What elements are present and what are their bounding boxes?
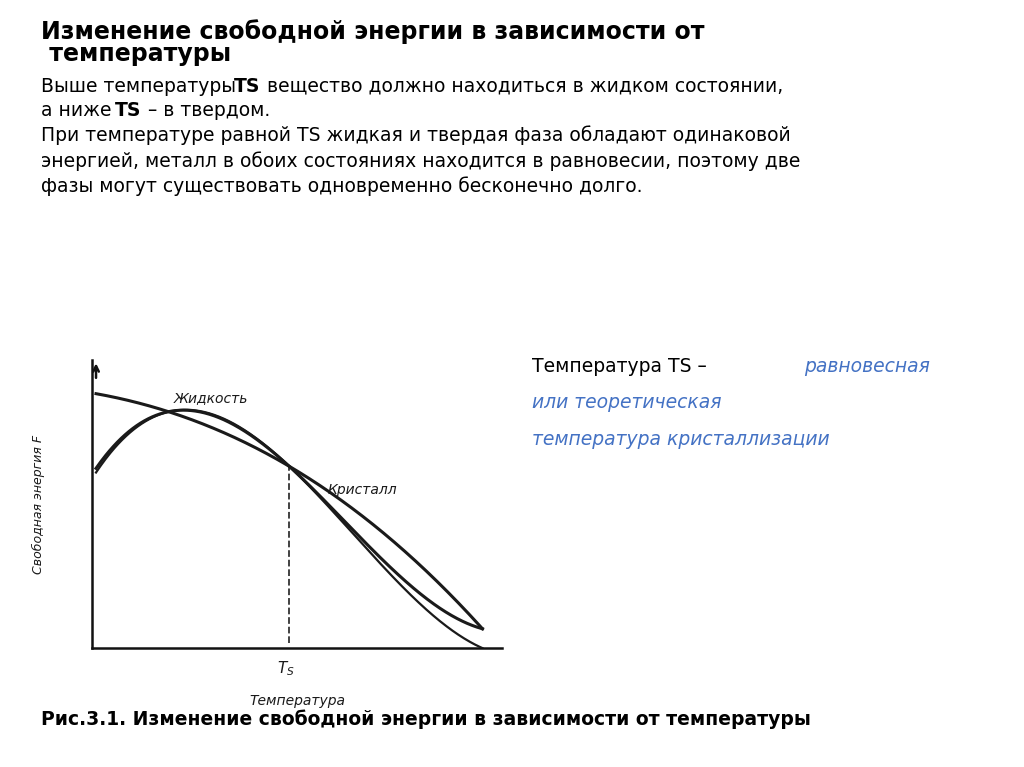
Text: а ниже: а ниже [41, 101, 118, 120]
Text: фазы могут существовать одновременно бесконечно долго.: фазы могут существовать одновременно бес… [41, 176, 642, 196]
Text: $T_S$: $T_S$ [276, 659, 294, 678]
Text: температуры: температуры [41, 42, 231, 66]
Text: Кристалл: Кристалл [328, 482, 397, 496]
Text: или теоретическая: или теоретическая [532, 393, 722, 413]
Text: – в твердом.: – в твердом. [142, 101, 270, 120]
Text: температура кристаллизации: температура кристаллизации [532, 430, 830, 449]
Text: Температура TS –: Температура TS – [532, 357, 714, 376]
Text: Рис.3.1. Изменение свободной энергии в зависимости от температуры: Рис.3.1. Изменение свободной энергии в з… [41, 709, 811, 729]
Text: энергией, металл в обоих состояниях находится в равновесии, поэтому две: энергией, металл в обоих состояниях нахо… [41, 151, 801, 171]
Text: равновесная: равновесная [804, 357, 930, 376]
Text: Изменение свободной энергии в зависимости от: Изменение свободной энергии в зависимост… [41, 19, 705, 44]
Text: TS: TS [233, 77, 260, 96]
Text: Выше температуры: Выше температуры [41, 77, 242, 96]
Text: Жидкость: Жидкость [173, 391, 248, 405]
Text: Температура: Температура [249, 694, 345, 708]
Text: Свободная энергия F: Свободная энергия F [33, 435, 45, 574]
Text: При температуре равной TS жидкая и твердая фаза обладают одинаковой: При температуре равной TS жидкая и тверд… [41, 126, 791, 146]
Text: вещество должно находиться в жидком состоянии,: вещество должно находиться в жидком сост… [261, 77, 783, 96]
Text: TS: TS [115, 101, 141, 120]
